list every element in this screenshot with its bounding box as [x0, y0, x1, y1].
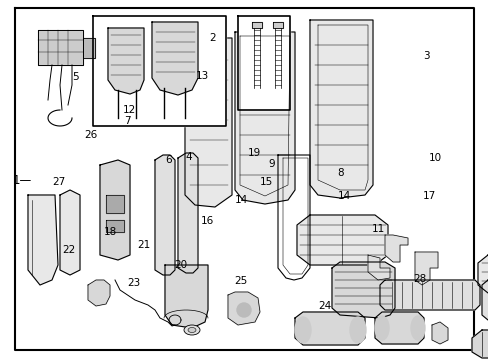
Text: 5: 5: [72, 72, 79, 82]
Ellipse shape: [410, 316, 424, 340]
Polygon shape: [108, 28, 143, 94]
Text: 19: 19: [247, 148, 261, 158]
Polygon shape: [235, 32, 294, 204]
Polygon shape: [367, 255, 389, 280]
Text: 20: 20: [174, 260, 187, 270]
Polygon shape: [379, 280, 479, 310]
Text: 15: 15: [259, 177, 273, 187]
Polygon shape: [272, 22, 283, 28]
Polygon shape: [106, 220, 124, 232]
Polygon shape: [28, 195, 58, 285]
Polygon shape: [431, 322, 447, 344]
Text: 11: 11: [371, 224, 384, 234]
Polygon shape: [414, 252, 437, 285]
Text: 16: 16: [200, 216, 213, 226]
Text: 26: 26: [83, 130, 97, 140]
Text: 10: 10: [428, 153, 441, 163]
Text: 18: 18: [103, 227, 117, 237]
Polygon shape: [38, 30, 83, 65]
Polygon shape: [155, 155, 175, 275]
Text: 13: 13: [196, 71, 209, 81]
Text: 7: 7: [123, 116, 130, 126]
Text: 6: 6: [165, 155, 172, 165]
Polygon shape: [227, 292, 260, 325]
Text: 27: 27: [52, 177, 65, 187]
Text: 4: 4: [184, 152, 191, 162]
Polygon shape: [374, 312, 423, 344]
Polygon shape: [384, 235, 407, 262]
Polygon shape: [331, 262, 394, 318]
Polygon shape: [100, 160, 130, 260]
Text: 24: 24: [318, 301, 331, 311]
Text: 1—: 1—: [12, 174, 31, 186]
Text: 17: 17: [422, 191, 435, 201]
Polygon shape: [251, 22, 262, 28]
Polygon shape: [93, 16, 225, 126]
Polygon shape: [471, 330, 488, 358]
Polygon shape: [238, 16, 289, 110]
Text: 14: 14: [337, 191, 350, 201]
Polygon shape: [152, 22, 198, 95]
Polygon shape: [60, 190, 80, 275]
Polygon shape: [178, 153, 198, 273]
Polygon shape: [294, 312, 364, 345]
Text: 9: 9: [267, 159, 274, 169]
Text: 22: 22: [61, 245, 75, 255]
Text: 8: 8: [337, 168, 344, 178]
Ellipse shape: [374, 316, 388, 340]
Text: 28: 28: [412, 274, 426, 284]
Ellipse shape: [183, 325, 200, 335]
Polygon shape: [184, 38, 231, 207]
Polygon shape: [477, 255, 488, 293]
Polygon shape: [309, 20, 372, 198]
Polygon shape: [481, 280, 488, 320]
Ellipse shape: [294, 317, 310, 343]
Ellipse shape: [237, 303, 250, 317]
Polygon shape: [296, 215, 387, 265]
Text: 14: 14: [234, 195, 247, 205]
Text: 2: 2: [209, 33, 216, 43]
Text: 25: 25: [234, 276, 247, 286]
Ellipse shape: [187, 328, 196, 333]
Ellipse shape: [349, 317, 365, 343]
Text: 23: 23: [127, 278, 140, 288]
Polygon shape: [83, 38, 95, 58]
Polygon shape: [88, 280, 110, 306]
Polygon shape: [164, 265, 207, 328]
Text: 21: 21: [137, 240, 151, 250]
Text: 3: 3: [422, 51, 429, 61]
Text: 12: 12: [122, 105, 136, 115]
Polygon shape: [106, 195, 124, 213]
